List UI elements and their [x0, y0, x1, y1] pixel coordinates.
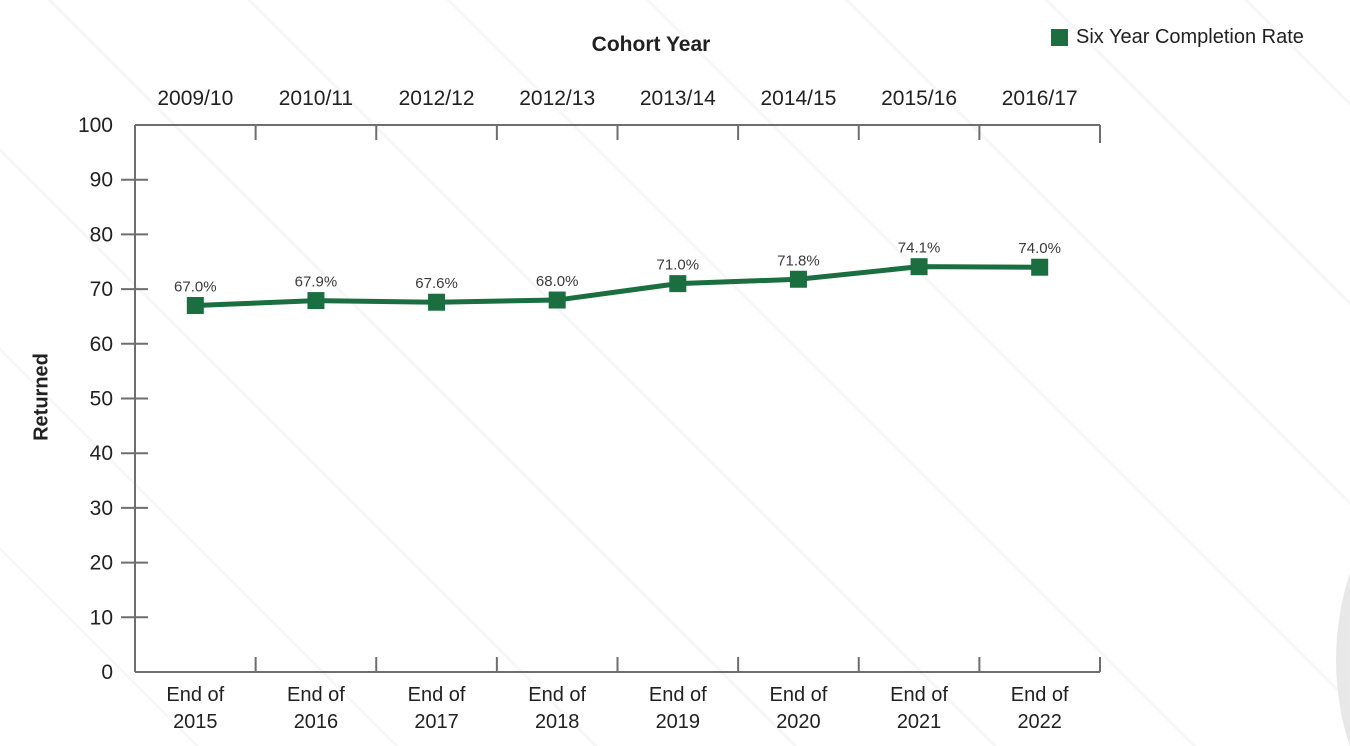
legend-label: Six Year Completion Rate: [1076, 26, 1304, 48]
data-point-label: 74.0%: [1018, 240, 1061, 257]
y-tick-label: 60: [90, 333, 113, 356]
end-of-year-label: End of 2017: [408, 684, 466, 733]
cohort-year-label: 2014/15: [760, 87, 836, 110]
end-of-year-label: End of 2016: [287, 684, 345, 733]
data-point-marker: [910, 258, 928, 276]
data-point-label: 71.0%: [657, 257, 700, 274]
y-tick-label: 70: [90, 278, 113, 301]
y-tick-label: 80: [90, 223, 113, 246]
y-tick-label: 100: [78, 114, 113, 137]
y-tick-label: 90: [90, 169, 113, 192]
cohort-year-label: 2016/17: [1002, 87, 1078, 110]
data-point-marker: [307, 292, 325, 310]
data-point-marker: [789, 270, 807, 288]
end-of-year-label: End of 2020: [770, 684, 828, 733]
cohort-year-label: 2009/10: [157, 87, 233, 110]
data-point-marker: [1031, 258, 1049, 276]
data-point-label: 67.9%: [295, 274, 338, 291]
end-of-year-label: End of 2022: [1011, 684, 1069, 733]
y-tick-label: 30: [90, 497, 113, 520]
cohort-year-label: 2015/16: [881, 87, 957, 110]
data-point-label: 67.0%: [174, 279, 217, 296]
data-point-label: 74.1%: [898, 240, 941, 257]
end-of-year-label: End of 2019: [649, 684, 707, 733]
data-point-marker: [428, 293, 446, 311]
end-of-year-label: End of 2015: [166, 684, 224, 733]
legend: Six Year Completion Rate: [1051, 26, 1304, 49]
cohort-year-label: 2012/12: [399, 87, 475, 110]
data-point-label: 68.0%: [536, 273, 579, 290]
cohort-year-label: 2012/13: [519, 87, 595, 110]
data-point-label: 67.6%: [415, 275, 458, 292]
data-point-marker: [186, 297, 204, 315]
cohort-year-label: 2010/11: [279, 87, 353, 110]
data-point-marker: [669, 275, 687, 293]
cohort-year-label: 2013/14: [640, 87, 716, 110]
y-tick-label: 50: [90, 388, 113, 411]
data-point-label: 71.8%: [777, 252, 820, 269]
y-tick-label: 10: [90, 606, 113, 629]
data-point-marker: [548, 291, 566, 309]
y-tick-label: 40: [90, 442, 113, 465]
y-tick-label: 0: [101, 661, 113, 684]
y-tick-label: 20: [90, 552, 113, 575]
legend-swatch-icon: [1051, 29, 1068, 46]
series-line: [195, 264, 1040, 309]
end-of-year-label: End of 2021: [890, 684, 948, 733]
end-of-year-label: End of 2018: [528, 684, 586, 733]
top-axis-title: Cohort Year: [591, 33, 711, 56]
